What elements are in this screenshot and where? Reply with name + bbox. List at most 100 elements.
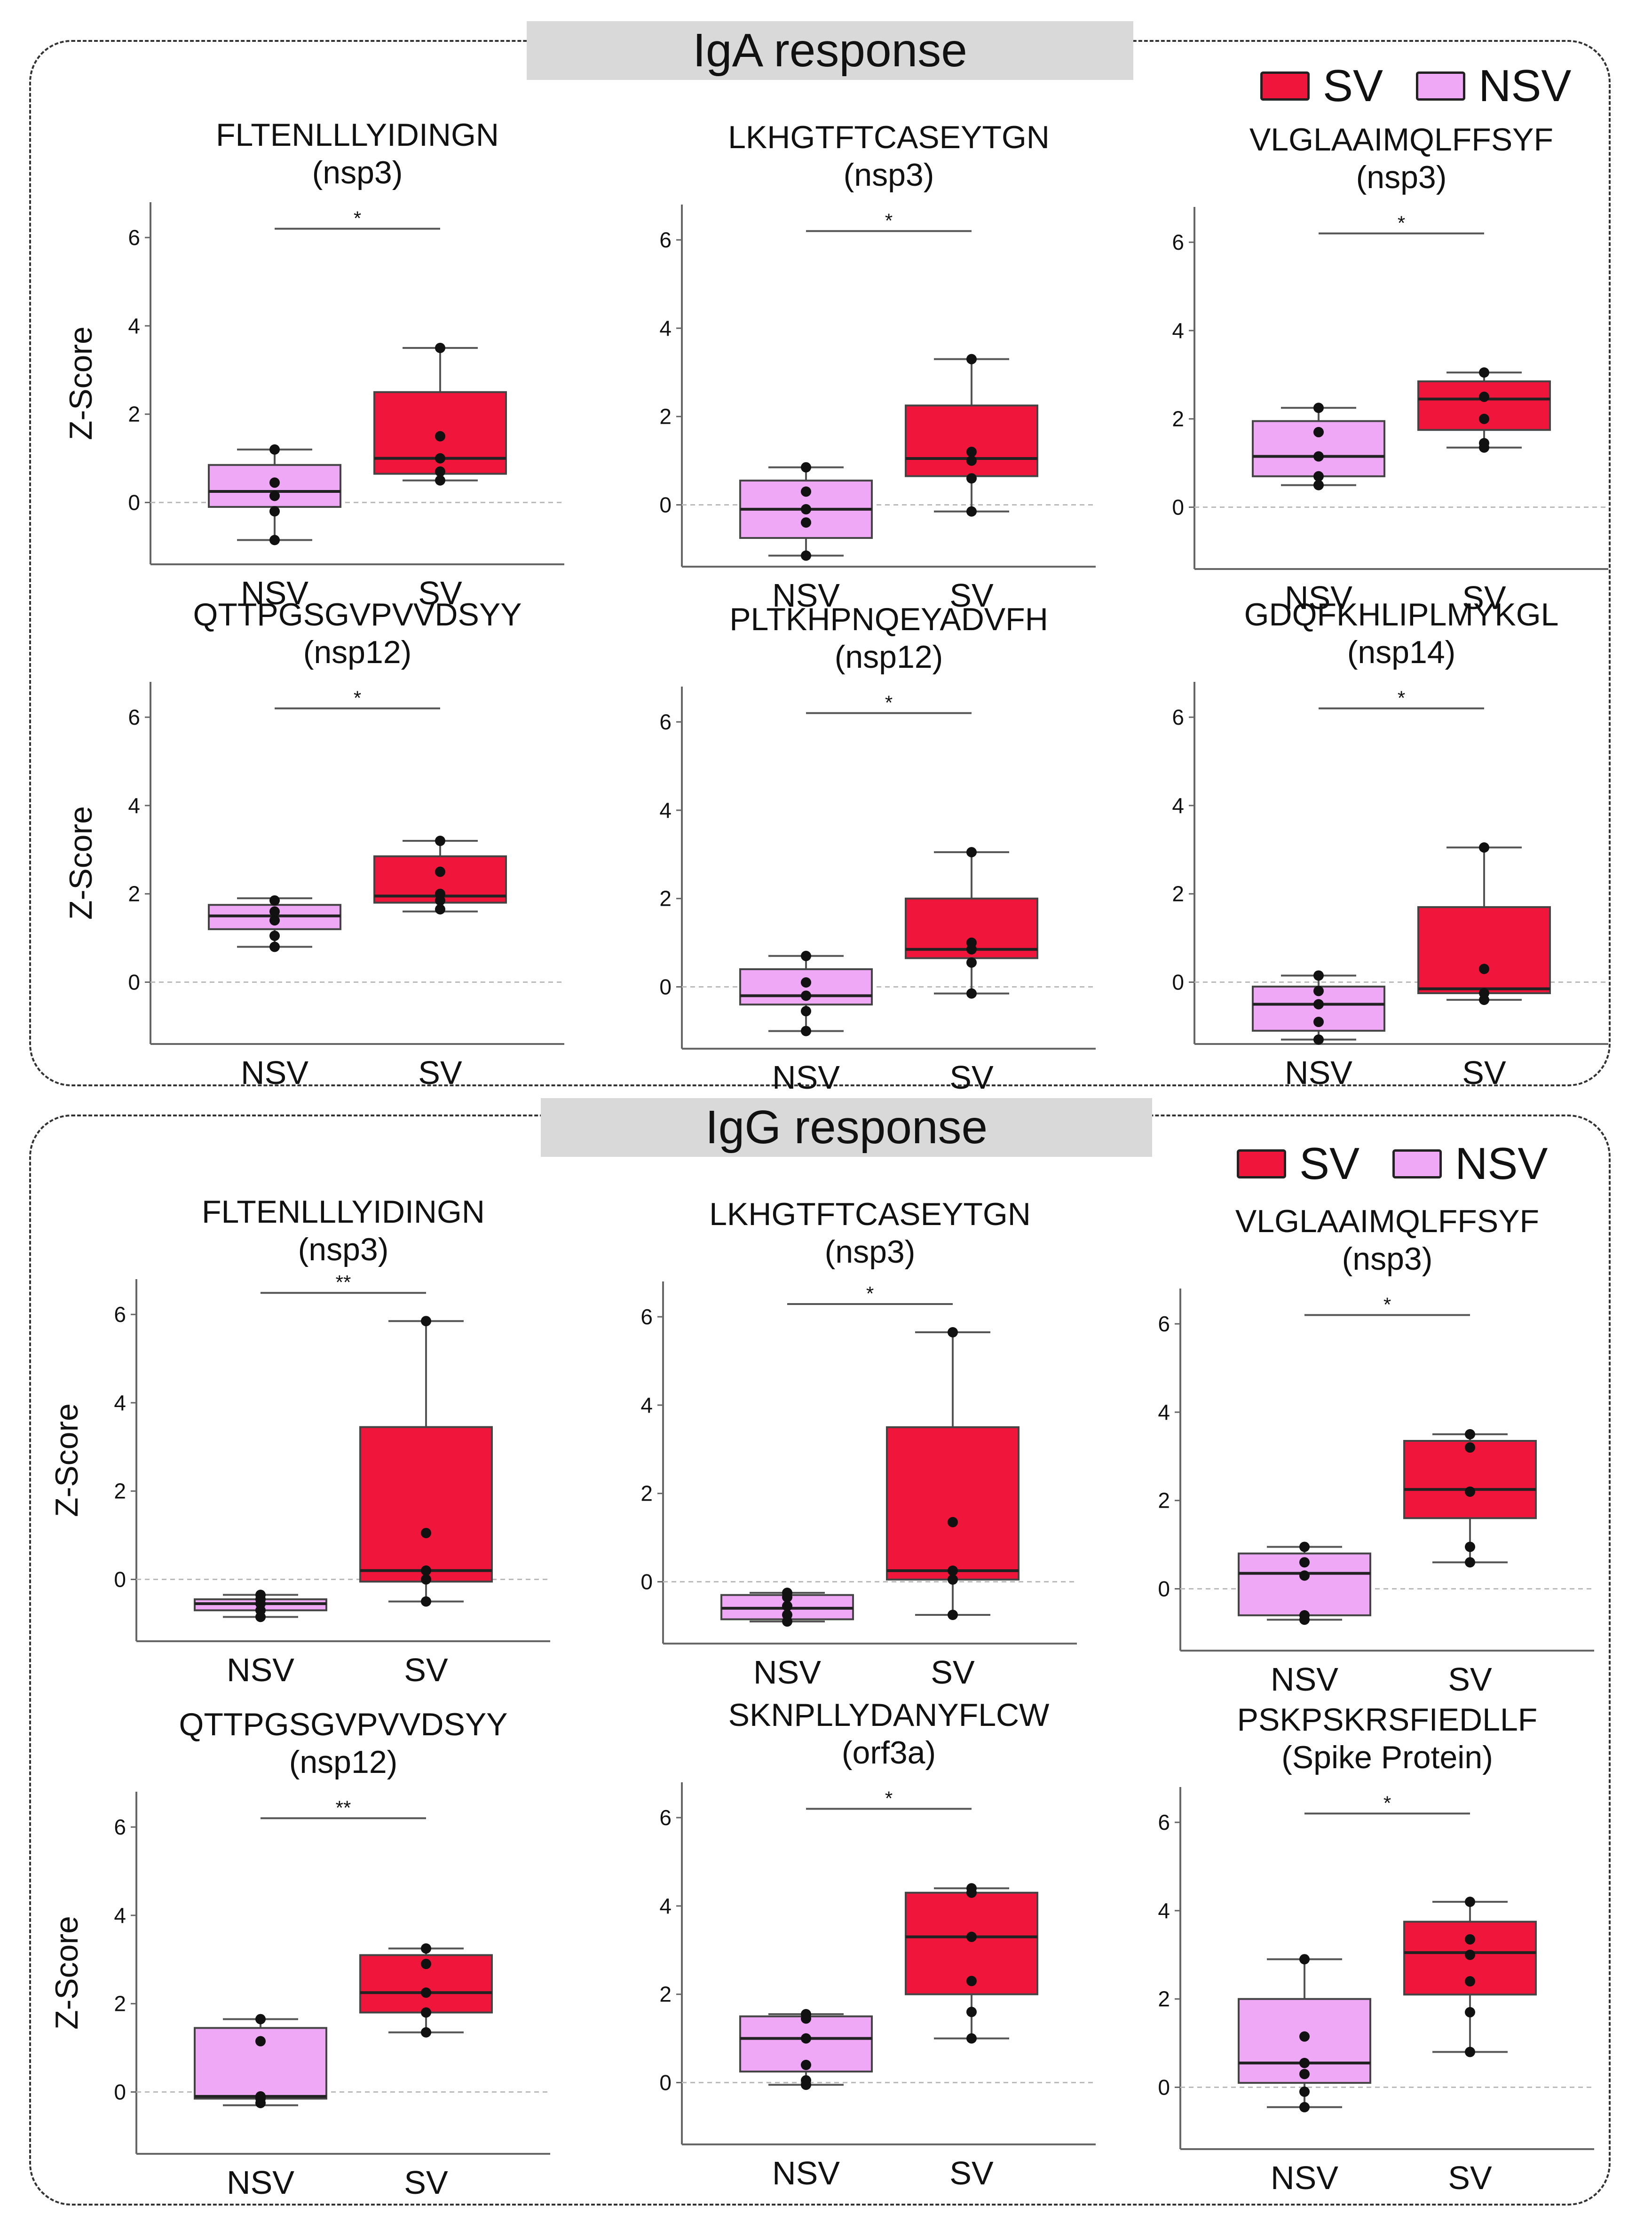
- data-point: [1465, 1976, 1475, 1987]
- x-tick-label: SV: [949, 577, 994, 614]
- x-tick-label: NSV: [241, 1054, 308, 1091]
- data-point: [1313, 451, 1324, 462]
- y-tick-label: 0: [1172, 970, 1184, 995]
- y-tick-label: 0: [128, 490, 140, 515]
- data-point: [421, 1596, 431, 1607]
- y-tick-label: 6: [659, 228, 672, 252]
- data-point: [1479, 438, 1489, 449]
- data-point: [1313, 427, 1324, 437]
- data-point: [966, 446, 977, 457]
- data-point: [421, 1987, 431, 1998]
- chart-subtitle: (nsp3): [844, 157, 934, 193]
- data-point: [269, 941, 280, 952]
- significance-label: **: [336, 1796, 351, 1819]
- data-point: [1313, 1017, 1324, 1028]
- data-point: [966, 1931, 977, 1942]
- data-point: [421, 1316, 431, 1327]
- data-point: [269, 915, 280, 926]
- y-tick-label: 4: [1158, 1400, 1170, 1424]
- data-point: [1299, 1542, 1310, 1552]
- data-point: [1465, 2007, 1475, 2017]
- x-tick-label: NSV: [753, 1654, 821, 1691]
- data-point: [1465, 2047, 1475, 2057]
- iga-plot-fltenlllyidingn: FLTENLLLYIDINGN (nsp3) 0 2 4 6 Z-Score NSV SV *: [52, 118, 593, 635]
- x-tick-label: NSV: [1271, 1661, 1338, 1698]
- y-axis-label: Z-Score: [63, 326, 99, 440]
- data-point: [966, 847, 977, 858]
- data-point: [435, 453, 445, 464]
- data-point: [255, 2091, 266, 2102]
- y-tick-label: 0: [114, 1567, 126, 1592]
- significance-label: *: [1383, 1792, 1391, 1814]
- y-tick-label: 4: [114, 1903, 126, 1928]
- y-axis-label: Z-Score: [49, 1403, 85, 1517]
- data-point: [782, 1609, 792, 1620]
- data-point: [1299, 2031, 1310, 2042]
- x-tick-label: SV: [418, 575, 462, 611]
- x-tick-label: NSV: [772, 2155, 840, 2191]
- y-tick-label: 2: [659, 886, 672, 911]
- data-point: [1313, 471, 1324, 482]
- x-tick-label: SV: [404, 2164, 448, 2201]
- data-point: [801, 2033, 811, 2044]
- legend-sv-swatch: [1237, 1149, 1286, 1178]
- data-point: [801, 950, 811, 961]
- y-tick-label: 2: [114, 1479, 126, 1503]
- y-tick-label: 4: [659, 1894, 672, 1918]
- data-point: [801, 517, 811, 528]
- x-tick-label: NSV: [772, 1059, 840, 1096]
- data-point: [966, 354, 977, 364]
- data-point: [801, 990, 811, 1001]
- x-tick-label: SV: [949, 1059, 994, 1096]
- significance-label: *: [866, 1282, 874, 1305]
- significance-label: *: [1383, 1293, 1391, 1315]
- data-point: [1313, 999, 1324, 1010]
- data-point: [801, 486, 811, 497]
- data-point: [435, 342, 445, 353]
- boxplot-svg: SKNPLLYDANYFLCW(orf3a) 0 2 4 6 NSV SV *: [659, 1698, 1096, 2191]
- chart-subtitle: (nsp14): [1347, 634, 1456, 670]
- y-tick-label: 2: [114, 1992, 126, 2016]
- significance-label: *: [354, 687, 361, 709]
- box-sv: [359, 1426, 493, 1583]
- data-point: [801, 2075, 811, 2086]
- data-point: [1313, 970, 1324, 981]
- y-tick-label: 0: [659, 975, 672, 999]
- x-tick-label: NSV: [227, 1652, 294, 1688]
- significance-label: *: [885, 691, 893, 713]
- x-tick-label: NSV: [772, 577, 840, 614]
- x-tick-label: NSV: [1271, 2159, 1338, 2196]
- y-tick-label: 0: [1158, 1577, 1170, 1601]
- data-point: [1299, 2069, 1310, 2080]
- box-sv: [886, 1426, 1020, 1581]
- y-tick-label: 4: [1172, 793, 1184, 818]
- data-point: [1479, 367, 1489, 378]
- data-point: [421, 1574, 431, 1585]
- data-point: [801, 1026, 811, 1036]
- boxplot-svg: VLGLAAIMQLFFSYF(nsp3) 0 2 4 6 NSV SV *: [1158, 1204, 1594, 1698]
- data-point: [1313, 403, 1324, 413]
- x-tick-label: SV: [931, 1654, 975, 1691]
- data-point: [435, 866, 445, 877]
- data-point: [435, 836, 445, 846]
- data-point: [1299, 2102, 1310, 2112]
- y-tick-label: 6: [640, 1305, 653, 1329]
- x-tick-label: SV: [1448, 2159, 1492, 2196]
- y-tick-label: 6: [114, 1815, 126, 1839]
- boxplot-svg: FLTENLLLYIDINGN(nsp3) 0 2 4 6 Z-Score NSV SV **: [49, 1194, 550, 1688]
- data-point: [1313, 1034, 1324, 1045]
- y-tick-label: 2: [128, 402, 140, 427]
- data-point: [966, 1883, 977, 1894]
- chart-title: FLTENLLLYIDINGN: [216, 118, 499, 153]
- significance-label: *: [1398, 687, 1405, 709]
- data-point: [966, 455, 977, 466]
- y-tick-label: 0: [640, 1570, 653, 1594]
- boxplot-svg: FLTENLLLYIDINGN(nsp3) 0 2 4 6 Z-Score NSV SV *: [63, 118, 564, 611]
- data-point: [1465, 1557, 1475, 1568]
- boxplot-svg: GDQFKHLIPLMYKGL(nsp14) 0 2 4 6 NSV SV *: [1172, 597, 1608, 1091]
- data-point: [421, 1943, 431, 1954]
- data-point: [269, 490, 280, 501]
- iga-panel-title: IgA response: [527, 21, 1133, 80]
- data-point: [269, 535, 280, 546]
- box-nsv: [1238, 1998, 1371, 2084]
